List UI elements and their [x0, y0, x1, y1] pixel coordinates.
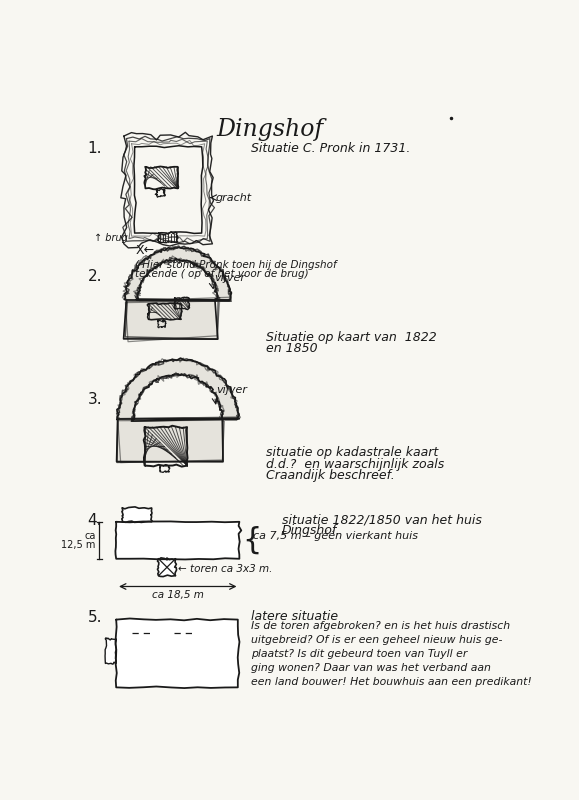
- Text: 4.: 4.: [87, 514, 102, 528]
- Text: Craandijk beschreef.: Craandijk beschreef.: [266, 470, 395, 482]
- Polygon shape: [122, 507, 152, 522]
- Polygon shape: [134, 146, 203, 234]
- Polygon shape: [123, 247, 232, 339]
- Text: Is de toren afgebroken? en is het huis drastisch
uitgebreid? Of is er een geheel: Is de toren afgebroken? en is het huis d…: [251, 621, 532, 687]
- Text: Situatie op kaart van  1822: Situatie op kaart van 1822: [266, 331, 437, 344]
- Polygon shape: [115, 522, 241, 559]
- Text: ca: ca: [84, 530, 96, 541]
- Text: 1.: 1.: [87, 141, 102, 156]
- Text: d.d.?  en waarschijnlijk zoals: d.d.? en waarschijnlijk zoals: [266, 458, 445, 471]
- Text: 5.: 5.: [87, 610, 102, 626]
- Text: ca 18,5 m: ca 18,5 m: [152, 590, 204, 599]
- Text: Situatie C. Pronk in 1731.: Situatie C. Pronk in 1731.: [251, 142, 411, 155]
- Polygon shape: [157, 558, 177, 577]
- Text: 12,5 m: 12,5 m: [61, 540, 96, 550]
- Text: Dingshof.: Dingshof.: [282, 524, 340, 537]
- Text: en 1850: en 1850: [266, 342, 318, 355]
- Text: 3.: 3.: [87, 393, 102, 407]
- Text: vijver: vijver: [217, 385, 247, 394]
- Text: ca 7,5 m – géén vierkant huis: ca 7,5 m – géén vierkant huis: [253, 530, 418, 541]
- Text: ( Hier stond Pronk toen hij de Dingshof: ( Hier stond Pronk toen hij de Dingshof: [135, 260, 337, 270]
- Text: X←: X←: [135, 243, 155, 257]
- Text: latere situatie: latere situatie: [251, 610, 338, 623]
- Polygon shape: [115, 618, 240, 688]
- Text: tekende ( op of net voor de brug): tekende ( op of net voor de brug): [135, 270, 309, 279]
- Polygon shape: [116, 358, 239, 462]
- Text: 2.: 2.: [87, 270, 102, 284]
- Polygon shape: [105, 638, 116, 664]
- Text: situatie 1822/1850 van het huis: situatie 1822/1850 van het huis: [282, 514, 482, 526]
- Text: gracht: gracht: [215, 193, 252, 202]
- Text: Dingshof: Dingshof: [217, 118, 324, 141]
- Text: ← toren ca 3x3 m.: ← toren ca 3x3 m.: [178, 564, 272, 574]
- Text: ↑ brug: ↑ brug: [94, 233, 128, 242]
- Text: {: {: [243, 526, 262, 554]
- Text: vijver: vijver: [214, 273, 245, 283]
- Text: situatie op kadastrale kaart: situatie op kadastrale kaart: [266, 446, 438, 459]
